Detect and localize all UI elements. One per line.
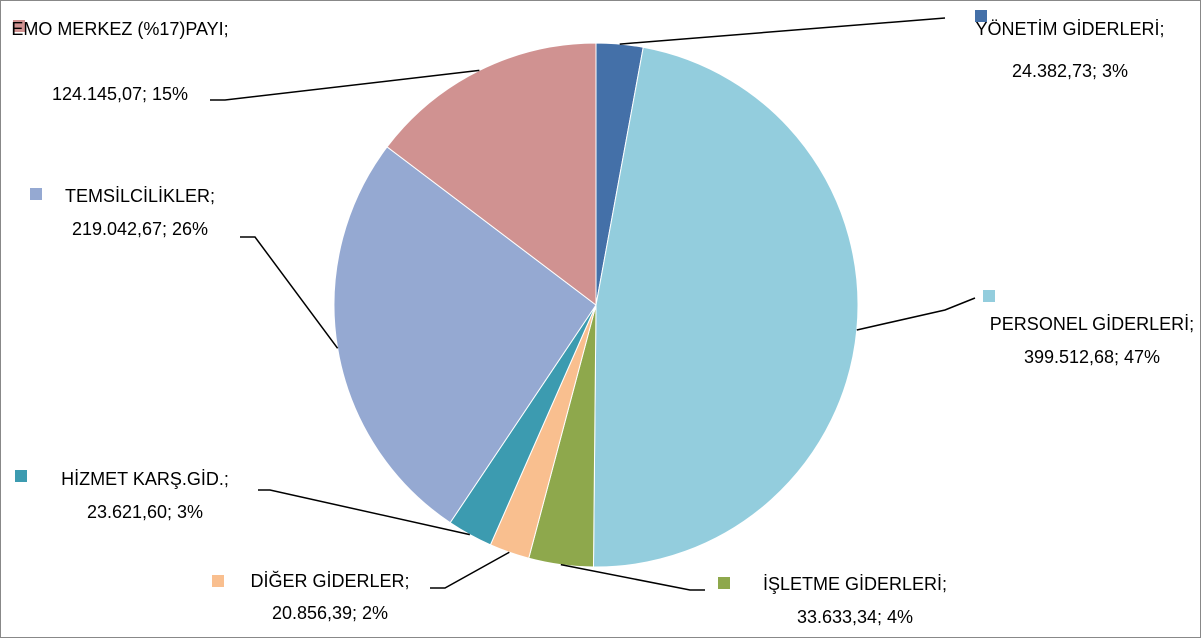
value-label: 399.512,68; 47% <box>1024 347 1160 367</box>
category-label: TEMSİLCİLİKLER; <box>65 186 215 206</box>
category-label: HİZMET KARŞ.GİD.; <box>61 469 229 489</box>
value-label: 33.633,34; 4% <box>797 607 913 627</box>
label-marker <box>30 188 42 200</box>
leader-line <box>560 563 705 591</box>
pie-slice <box>386 42 597 307</box>
leader-line <box>430 551 510 589</box>
category-label: EMO MERKEZ (%17)PAYI; <box>11 19 228 39</box>
leader-line <box>619 17 946 45</box>
label-marker <box>15 470 27 482</box>
category-label: DİĞER GİDERLER; <box>250 570 409 591</box>
category-label: İŞLETME GİDERLERİ; <box>763 574 947 594</box>
label-marker <box>13 20 25 32</box>
category-label: PERSONEL GİDERLERİ; <box>990 314 1194 334</box>
label-marker <box>983 290 995 302</box>
label-marker <box>975 10 987 22</box>
leader-line <box>856 297 976 331</box>
value-label: 23.621,60; 3% <box>87 502 203 522</box>
category-label: YÖNETİM GİDERLERİ; <box>975 19 1164 39</box>
leader-line <box>210 69 480 101</box>
value-label: 24.382,73; 3% <box>1012 61 1128 81</box>
value-label: 20.856,39; 2% <box>272 603 388 623</box>
leader-line <box>258 489 470 536</box>
label-marker <box>718 577 730 589</box>
label-marker <box>212 575 224 587</box>
value-label: 124.145,07; 15% <box>52 84 188 104</box>
value-label: 219.042,67; 26% <box>72 219 208 239</box>
leader-line <box>240 236 339 349</box>
